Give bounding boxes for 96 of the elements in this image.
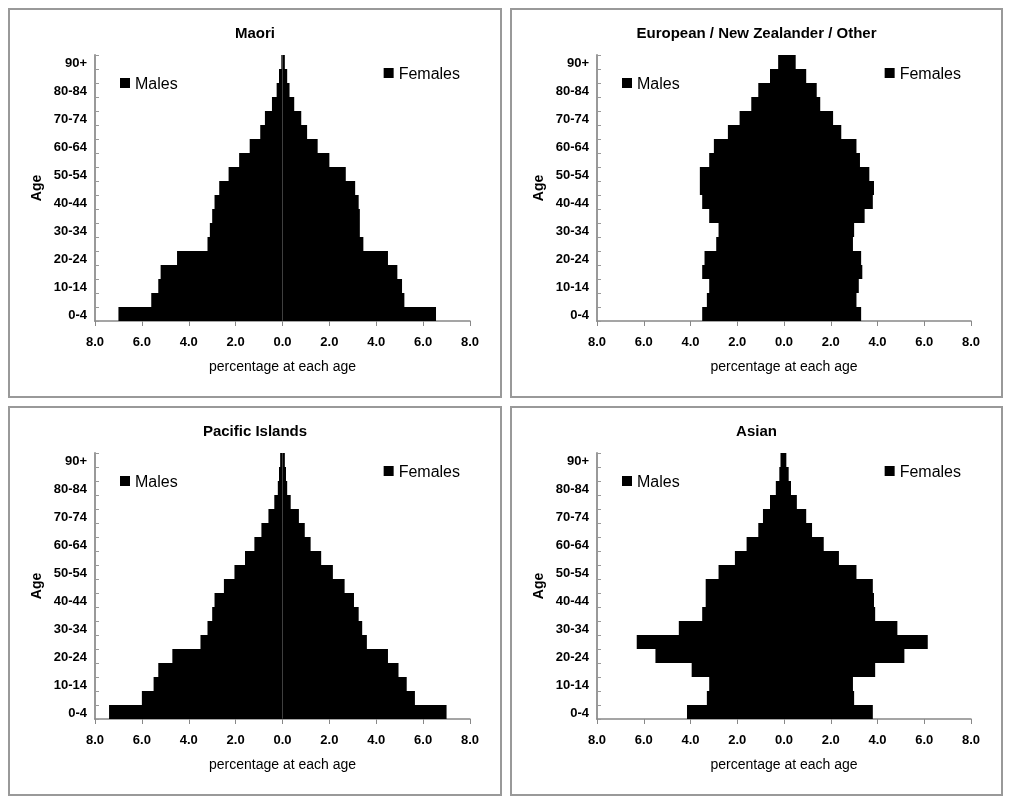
y-tick-label: 70-74: [555, 110, 590, 126]
legend-label: Females: [398, 462, 461, 480]
y-axis-title: Age: [27, 174, 44, 202]
y-tick-label: 40-44: [555, 194, 590, 210]
x-tick-label: 8.0: [961, 732, 981, 747]
legend-label: Females: [899, 64, 962, 82]
y-tick-label: 80-84: [53, 82, 88, 98]
x-tick-label: 4.0: [868, 732, 887, 747]
y-tick-label: 70-74: [53, 508, 88, 524]
x-axis-title: percentage at each age: [208, 756, 357, 772]
chart-title: Pacific Islands: [202, 422, 308, 439]
y-tick-label: 50-54: [555, 166, 590, 182]
x-tick-label: 0.0: [774, 732, 794, 747]
x-tick-label: 6.0: [915, 334, 934, 349]
x-tick-label: 6.0: [132, 732, 151, 747]
x-tick-label: 6.0: [132, 334, 151, 349]
x-tick-label: 4.0: [367, 732, 386, 747]
legend-label: Males: [637, 472, 680, 490]
x-tick-label: 4.0: [179, 732, 198, 747]
y-tick-label: 0-4: [570, 306, 590, 322]
x-tick-label: 4.0: [367, 334, 386, 349]
x-tick-label: 8.0: [85, 334, 105, 349]
y-tick-label: 70-74: [53, 110, 88, 126]
x-axis-title: percentage at each age: [208, 358, 357, 374]
x-tick-label: 4.0: [681, 334, 700, 349]
y-tick-label: 10-14: [53, 676, 88, 692]
x-tick-label: 8.0: [460, 732, 480, 747]
y-tick-label: 10-14: [555, 278, 590, 294]
y-tick-label: 0-4: [570, 704, 590, 720]
y-tick-label: 20-24: [555, 250, 590, 266]
y-tick-label: 30-34: [555, 620, 590, 636]
y-tick-label: 90+: [64, 452, 88, 468]
x-tick-label: 6.0: [915, 732, 934, 747]
x-tick-label: 4.0: [681, 732, 700, 747]
x-tick-label: 8.0: [460, 334, 480, 349]
y-tick-label: 90+: [566, 54, 590, 70]
y-tick-label: 60-64: [555, 138, 590, 154]
chart-title: Asian: [736, 422, 777, 439]
x-tick-label: 2.0: [821, 334, 840, 349]
y-tick-label: 10-14: [555, 676, 590, 692]
y-tick-label: 50-54: [555, 564, 590, 580]
x-tick-label: 6.0: [634, 334, 653, 349]
legend-label: Females: [899, 462, 962, 480]
y-tick-label: 70-74: [555, 508, 590, 524]
y-tick-label: 60-64: [53, 536, 88, 552]
y-axis-title: Age: [529, 174, 546, 202]
x-tick-label: 2.0: [320, 334, 339, 349]
x-axis-title: percentage at each age: [710, 358, 858, 374]
x-tick-label: 0.0: [273, 334, 292, 349]
x-tick-label: 6.0: [414, 334, 433, 349]
y-tick-label: 90+: [566, 452, 590, 468]
y-tick-label: 80-84: [555, 82, 590, 98]
x-tick-label: 8.0: [587, 334, 607, 349]
y-tick-label: 20-24: [53, 250, 88, 266]
x-tick-label: 6.0: [414, 732, 433, 747]
x-tick-label: 2.0: [728, 732, 747, 747]
legend-label: Males: [637, 74, 680, 92]
y-tick-label: 10-14: [53, 278, 88, 294]
legend-label: Females: [398, 64, 461, 82]
y-tick-label: 90+: [64, 54, 88, 70]
x-tick-label: 2.0: [226, 334, 245, 349]
y-tick-label: 40-44: [555, 592, 590, 608]
legend-label: Males: [135, 472, 178, 490]
x-tick-label: 8.0: [85, 732, 105, 747]
y-tick-label: 80-84: [555, 480, 590, 496]
y-tick-label: 50-54: [53, 166, 88, 182]
chart-title: Maori: [234, 24, 276, 41]
y-tick-label: 40-44: [53, 194, 88, 210]
y-tick-label: 30-34: [53, 222, 88, 238]
y-tick-label: 30-34: [53, 620, 88, 636]
y-axis-title: Age: [27, 572, 44, 600]
x-tick-label: 4.0: [179, 334, 198, 349]
x-tick-label: 8.0: [961, 334, 981, 349]
x-tick-label: 0.0: [273, 732, 292, 747]
x-tick-label: 2.0: [821, 732, 840, 747]
y-tick-label: 50-54: [53, 564, 88, 580]
y-tick-label: 40-44: [53, 592, 88, 608]
x-tick-label: 0.0: [774, 334, 794, 349]
x-tick-label: 2.0: [728, 334, 747, 349]
y-tick-label: 0-4: [68, 704, 88, 720]
y-tick-label: 30-34: [555, 222, 590, 238]
x-tick-label: 2.0: [320, 732, 339, 747]
y-tick-label: 80-84: [53, 480, 88, 496]
y-tick-label: 60-64: [555, 536, 590, 552]
y-tick-label: 20-24: [555, 648, 590, 664]
x-axis-title: percentage at each age: [710, 756, 858, 772]
y-axis-title: Age: [529, 572, 546, 600]
x-tick-label: 6.0: [634, 732, 653, 747]
y-tick-label: 60-64: [53, 138, 88, 154]
y-tick-label: 0-4: [68, 306, 88, 322]
x-tick-label: 8.0: [587, 732, 607, 747]
chart-title: European / New Zealander / Other: [636, 24, 877, 41]
legend-label: Males: [135, 74, 178, 92]
y-tick-label: 20-24: [53, 648, 88, 664]
x-tick-label: 4.0: [868, 334, 887, 349]
x-tick-label: 2.0: [226, 732, 245, 747]
